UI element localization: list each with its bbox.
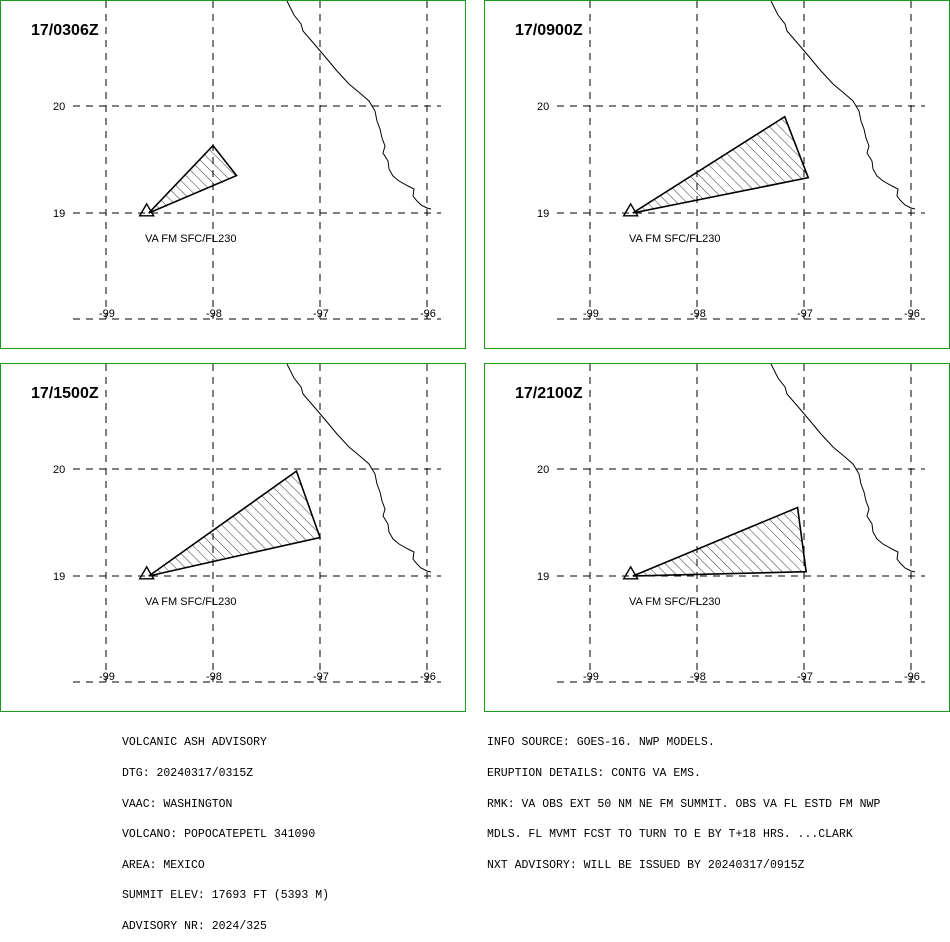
advisory-line: DTG: 20240317/0315Z [122,767,254,780]
coastline [770,364,916,573]
advisory-line: NXT ADVISORY: WILL BE ISSUED BY 20240317… [487,858,805,872]
lon-label: -98 [206,308,222,320]
ash-cloud-polygon [632,115,810,214]
map-panel-3: -99 -98 -97 -96 20 19 17/1500Z VA FM SFC/FL230 [0,363,466,712]
map-canvas: -99 -98 -97 -96 20 19 17/0900Z VA FM SFC/FL230 [515,1,925,320]
advisory-line: VOLCANO: POPOCATEPETL 341090 [122,828,316,842]
lon-label: -98 [690,308,706,320]
lat-label: 19 [537,208,549,220]
va-level-label: VA FM SFC/FL230 [145,596,237,608]
va-level-label: VA FM SFC/FL230 [629,233,721,245]
lat-label: 20 [53,464,65,476]
lon-label: -99 [99,308,115,320]
panel-time-title: 17/2100Z [515,385,583,402]
coastline [770,1,916,210]
advisory-line: ERUPTION DETAILS: CONTG VA EMS. [487,767,701,780]
lon-label: -97 [313,308,329,320]
advisory-right-block: INFO SOURCE: GOES-16. NWP MODELS. ERUPTI… [487,718,880,881]
ash-cloud-polygon [148,144,238,214]
va-level-label: VA FM SFC/FL230 [629,596,721,608]
lon-label: -97 [797,308,813,320]
volcano-triangle-icon [138,202,155,217]
volcano-triangle-icon [622,202,639,217]
lat-label: 19 [537,571,549,583]
panel-time-title: 17/0306Z [31,22,99,39]
advisory-line: RMK: VA OBS EXT 50 NM NE FM SUMMIT. OBS … [487,797,881,811]
lon-label: -96 [904,671,920,683]
lon-label: -99 [99,671,115,683]
map-canvas: -99 -98 -97 -96 20 19 17/0306Z VA FM SFC/FL230 [31,1,441,320]
lon-label: -98 [206,671,222,683]
map-panel-2: -99 -98 -97 -96 20 19 17/0900Z VA FM SFC/FL230 [484,0,950,349]
advisory-line: MDLS. FL MVMT FCST TO TURN TO E BY T+18 … [487,828,853,842]
advisory-line: AREA: MEXICO [122,858,205,872]
lon-label: -96 [904,308,920,320]
lat-label: 19 [53,208,65,220]
advisory-line: ADVISORY NR: 2024/325 [122,919,267,933]
lat-label: 19 [53,571,65,583]
lon-label: -98 [690,671,706,683]
advisory-line: INFO SOURCE: GOES-16. NWP MODELS. [487,736,715,750]
advisory-line: SUMMIT ELEV: 17693 FT (5393 M) [122,889,330,903]
lon-label: -97 [797,671,813,683]
lat-label: 20 [537,101,549,113]
coastline [286,364,432,573]
advisory-left-block: VOLCANIC ASH ADVISORY DTG: 20240317/0315… [122,718,329,942]
ash-cloud-polygon [148,469,322,577]
lon-label: -99 [583,671,599,683]
advisory-line: VAAC: WASHINGTON [122,797,233,811]
map-panel-4: -99 -98 -97 -96 20 19 17/2100Z VA FM SFC/FL230 [484,363,950,712]
lon-label: -96 [420,671,436,683]
advisory-line: VOLCANIC ASH ADVISORY [122,736,267,750]
lat-label: 20 [537,464,549,476]
lon-label: -96 [420,308,436,320]
lon-label: -97 [313,671,329,683]
map-canvas: -99 -98 -97 -96 20 19 17/2100Z VA FM SFC/FL230 [515,364,925,683]
panel-time-title: 17/0900Z [515,22,583,39]
map-panel-1: -99 -98 -97 -96 20 19 17/0306Z VA FM SFC/FL230 [0,0,466,349]
map-canvas: -99 -98 -97 -96 20 19 17/1500Z VA FM SFC/FL230 [31,364,441,683]
volcano-triangle-icon [138,565,155,580]
va-level-label: VA FM SFC/FL230 [145,233,237,245]
lon-label: -99 [583,308,599,320]
coastline [286,1,432,210]
lat-label: 20 [53,101,65,113]
panel-time-title: 17/1500Z [31,385,99,402]
volcano-triangle-icon [622,565,639,580]
ash-cloud-polygon [632,506,808,577]
